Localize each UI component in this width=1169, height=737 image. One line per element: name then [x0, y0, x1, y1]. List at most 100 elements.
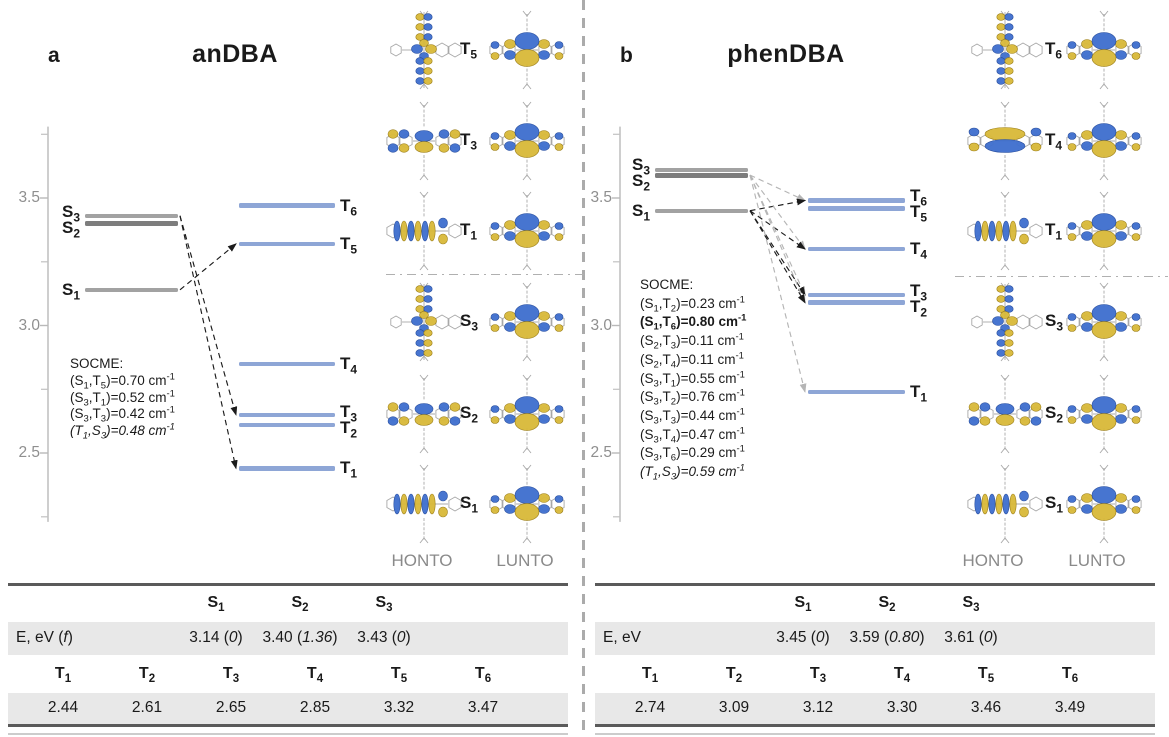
triplet-label-T4: T4 — [910, 239, 928, 262]
orbital-lunto-S1 — [1066, 464, 1142, 544]
orbital-lunto-T1 — [1066, 191, 1142, 271]
triplet-level-T5 — [808, 206, 905, 211]
orbital-row-label-T6: T6 — [1045, 39, 1063, 62]
triplet-label-T5: T5 — [340, 233, 358, 257]
table-bottom-border — [595, 724, 1155, 727]
orbital-honto-T4 — [967, 101, 1043, 181]
s-header-S1: S1 — [794, 594, 812, 615]
energy-row-label: E, eV (f) — [16, 629, 73, 646]
axis-tick-label-3.0: 3.0 — [18, 316, 40, 334]
triplet-label-T2: T2 — [340, 417, 358, 441]
s-value-2: 3.43 (0) — [357, 629, 411, 646]
singlet-level-S2 — [655, 172, 748, 178]
singlet-label-S1: S1 — [631, 200, 650, 224]
socme-entry-3: (T1,S3)=0.48 cm-1 — [70, 421, 175, 442]
orbital-row-label-T1: T1 — [1045, 220, 1063, 243]
orbital-row-label-T1: T1 — [460, 220, 478, 243]
panel-b-title: phenDBA — [727, 40, 845, 68]
s-value-0: 3.45 (0) — [776, 629, 830, 646]
triplet-level-T4 — [808, 246, 905, 252]
singlet-label-S2: S2 — [61, 217, 80, 241]
socme-entry-1: (S3,T1)=0.52 cm-1 — [70, 388, 175, 409]
orbital-lunto-T5 — [489, 10, 565, 90]
panel-a-letter: a — [48, 44, 60, 67]
axis-tick-label-3.5: 3.5 — [590, 189, 612, 206]
t-value-5: 3.49 — [1054, 699, 1086, 716]
orbital-lunto-S1 — [489, 464, 565, 544]
singlet-label-S1: S1 — [61, 279, 80, 303]
s-value-2: 3.61 (0) — [944, 629, 998, 646]
socme-entry-6: (S3,T3)=0.44 cm-1 — [640, 406, 745, 427]
socme-entry-0: (S1,T5)=0.70 cm-1 — [70, 371, 175, 392]
socme-entry-2: (S3,T3)=0.42 cm-1 — [70, 404, 175, 426]
socme-entry-5: (S3,T2)=0.76 cm-1 — [640, 387, 745, 408]
orbital-honto-T3 — [386, 101, 462, 181]
socme-entry-2: (S2,T3)=0.11 cm-1 — [640, 331, 744, 352]
socme-entry-1: (S1,T6)=0.80 cm-1 — [640, 312, 747, 334]
orbital-row-label-S2: S2 — [460, 403, 479, 426]
triplet-level-T3 — [808, 292, 905, 298]
singlet-level-S2 — [85, 221, 178, 226]
panel-b-letter: b — [620, 44, 633, 67]
orbital-row-label-S3: S3 — [1045, 311, 1064, 334]
triplet-label-T1: T1 — [340, 458, 358, 481]
energy-table-a: S1 S2 S3 E, eV (f) 3.14 (0) 3.40 (1.36) 3.43 (… — [8, 583, 568, 737]
socme-entry-8: (S3,T6)=0.29 cm-1 — [640, 443, 745, 465]
orbital-row-label-S2: S2 — [1045, 403, 1064, 426]
axis-tick-label-2.5: 2.5 — [590, 444, 612, 461]
t-header-T6: T6 — [474, 665, 492, 686]
singlet-label-S2: S2 — [631, 170, 650, 193]
s-value-0: 3.14 (0) — [189, 629, 243, 646]
orbital-honto-T6 — [971, 10, 1043, 90]
triplet-label-T6: T6 — [910, 186, 928, 209]
t-header-T4: T4 — [893, 665, 911, 686]
lunto-caption-b: LUNTO — [1068, 551, 1126, 570]
panel-divider — [582, 0, 585, 737]
orbital-row-label-S1: S1 — [1045, 493, 1064, 516]
s-header-S2: S2 — [291, 594, 309, 615]
orbital-honto-S1 — [386, 464, 462, 544]
triplet-level-T2 — [239, 422, 335, 428]
axis-tick-label-2.5: 2.5 — [18, 444, 40, 461]
orbital-row-label-T5: T5 — [460, 39, 478, 62]
singlet-label-S3: S3 — [61, 201, 80, 225]
socme-title: SOCME: — [640, 277, 694, 292]
t-header-T3: T3 — [809, 665, 827, 686]
triplet-label-T3: T3 — [340, 401, 358, 425]
singlet-level-S3 — [655, 168, 748, 172]
triplet-level-T1 — [808, 389, 905, 395]
singlet-level-S1 — [655, 209, 748, 213]
panel-b: b phenDBA 3.5 3.0 2.5 S3 S2 S1 T6 T5 T4 T3 T2 T1 SO… — [585, 0, 1169, 583]
triplet-level-T6 — [808, 198, 905, 203]
t-value-5: 3.47 — [467, 699, 499, 716]
orbital-lunto-S3 — [1066, 282, 1142, 362]
singlet-level-S3 — [85, 214, 178, 218]
t-header-T4: T4 — [306, 665, 324, 686]
socme-entry-9: (T1,S3)=0.59 cm-1 — [640, 462, 745, 483]
t-header-T3: T3 — [222, 665, 240, 686]
triplet-level-T4 — [239, 361, 335, 367]
t-value-4: 3.32 — [383, 699, 415, 716]
orbital-honto-T1 — [386, 191, 462, 271]
triplet-label-T6: T6 — [340, 195, 358, 219]
orbital-lunto-S2 — [489, 374, 565, 454]
axis-tick-label-3.0: 3.0 — [590, 316, 612, 334]
triplet-label-T1: T1 — [910, 381, 928, 405]
triplet-label-T4: T4 — [340, 353, 358, 377]
table-top-border — [8, 583, 568, 586]
axis-tick-label-3.5: 3.5 — [18, 189, 40, 206]
panel-a: a anDBA 3.5 3.0 2.5 S3 S2 S1 T6 T5 T4 T3 T2 T1 SOCM… — [0, 0, 584, 583]
socme-block-b: SOCME: (S1,T2)=0.23 cm-1 (S1,T6)=0.80 cm-1… — [640, 276, 746, 482]
orbital-honto-S3 — [390, 282, 462, 362]
triplet-level-T3 — [239, 412, 335, 418]
orbital-row-label-S3: S3 — [460, 311, 479, 334]
singlet-label-S3: S3 — [631, 154, 650, 177]
triplet-label-T3: T3 — [910, 280, 928, 304]
orbital-honto-S2 — [386, 374, 462, 454]
socme-entry-4: (S3,T1)=0.55 cm-1 — [640, 369, 745, 390]
table-top-border — [595, 583, 1155, 586]
energy-table-b: S1 S2 S3 E, eV 3.45 (0) 3.59 (0.80) 3.61 (0) T1… — [595, 583, 1155, 737]
orbital-honto-S1 — [967, 464, 1043, 544]
t-header-T6: T6 — [1061, 665, 1079, 686]
orbital-row-label-T4: T4 — [1045, 130, 1063, 153]
